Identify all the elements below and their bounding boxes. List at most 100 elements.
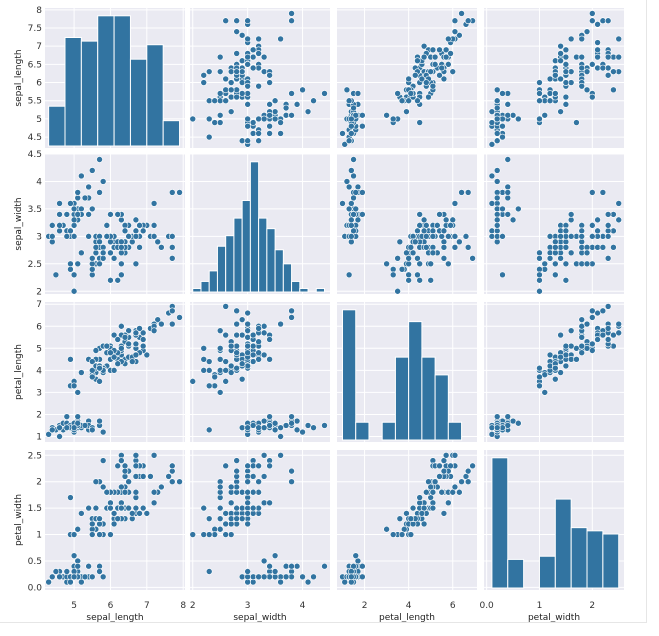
histogram-bar <box>282 263 293 293</box>
scatter-point <box>200 79 208 86</box>
scatter-point <box>588 233 596 240</box>
scatter-point <box>429 504 437 512</box>
scatter-point <box>107 504 114 512</box>
scatter-point <box>464 17 472 25</box>
scatter-point <box>359 189 366 196</box>
scatter-point <box>260 424 268 431</box>
scatter-point <box>205 382 213 390</box>
scatter-point <box>266 336 273 343</box>
scatter-point <box>266 462 273 470</box>
scatter-point <box>244 333 251 341</box>
scatter-point <box>255 462 262 470</box>
y-tick-label: 2 <box>36 410 42 420</box>
scatter-point <box>394 287 401 295</box>
scatter-point <box>118 457 125 464</box>
scatter-point <box>118 483 125 491</box>
scatter-point <box>350 104 357 112</box>
scatter-point <box>499 122 506 130</box>
scatter-point <box>227 531 235 538</box>
scatter-point <box>557 50 564 57</box>
scatter-point <box>438 488 446 496</box>
scatter-point <box>405 75 412 83</box>
scatter-point <box>88 271 96 279</box>
scatter-point <box>557 233 564 240</box>
scatter-point <box>260 417 268 425</box>
scatter-point <box>168 255 176 262</box>
scatter-point <box>493 130 501 137</box>
scatter-point <box>425 93 432 101</box>
y-axis-label: sepal_length <box>14 49 24 106</box>
scatter-point <box>216 90 224 97</box>
scatter-point <box>150 200 158 207</box>
scatter-point <box>348 200 355 207</box>
scatter-point <box>132 216 140 224</box>
scatter-point <box>562 101 570 108</box>
scatter-point <box>536 276 543 284</box>
scatter-point <box>422 222 430 229</box>
scatter-point <box>132 227 140 235</box>
scatter-point <box>176 478 183 486</box>
scatter-point <box>348 167 355 174</box>
scatter-point <box>255 356 262 363</box>
scatter-point <box>211 119 219 126</box>
scatter-point <box>121 227 129 235</box>
scatter-point <box>407 515 415 522</box>
scatter-point <box>451 233 459 240</box>
scatter-point <box>45 578 52 586</box>
scatter-point <box>222 367 229 374</box>
scatter-point <box>578 53 586 61</box>
scatter-point <box>200 344 208 352</box>
scatter-point <box>244 362 251 370</box>
scatter-point <box>118 271 125 279</box>
scatter-point <box>227 86 235 94</box>
scatter-point <box>205 358 213 365</box>
scatter-point <box>493 137 501 145</box>
scatter-point <box>458 478 465 486</box>
scatter-point <box>118 344 125 352</box>
scatter-point <box>552 375 559 383</box>
scatter-point <box>447 222 454 229</box>
scatter-point <box>350 211 357 218</box>
scatter-point <box>216 515 224 522</box>
scatter-point <box>222 17 229 25</box>
histogram-bar <box>491 457 509 589</box>
scatter-point <box>233 349 240 357</box>
scatter-point <box>154 238 162 246</box>
scatter-point <box>304 578 312 586</box>
scatter-point <box>132 260 140 268</box>
scatter-point <box>407 90 415 97</box>
scatter-point <box>573 119 580 126</box>
scatter-point <box>227 369 235 376</box>
scatter-point <box>150 233 158 240</box>
scatter-point <box>345 183 353 191</box>
scatter-point <box>615 216 623 224</box>
scatter-point <box>266 111 273 119</box>
scatter-point <box>451 483 459 491</box>
scatter-point <box>260 329 268 337</box>
scatter-point <box>260 115 268 123</box>
scatter-point <box>293 426 301 434</box>
scatter-point <box>440 238 448 246</box>
scatter-point <box>282 104 290 112</box>
scatter-point <box>48 238 56 246</box>
scatter-point <box>469 462 476 470</box>
scatter-point <box>189 378 197 385</box>
histogram-bar <box>266 228 276 293</box>
scatter-point <box>249 331 257 339</box>
scatter-point <box>150 451 158 459</box>
scatter-point <box>604 233 612 240</box>
scatter-point <box>541 260 549 268</box>
scatter-point <box>63 233 71 240</box>
scatter-point <box>266 499 273 507</box>
scatter-point <box>233 68 240 75</box>
scatter-point <box>562 342 570 350</box>
scatter-point <box>562 68 570 75</box>
scatter-point <box>233 483 240 491</box>
scatter-point <box>578 82 586 90</box>
scatter-point <box>434 222 441 229</box>
scatter-point <box>449 68 457 75</box>
scatter-point <box>118 260 125 268</box>
scatter-point <box>70 573 78 581</box>
histogram-bar <box>258 217 268 293</box>
scatter-point <box>604 255 612 262</box>
